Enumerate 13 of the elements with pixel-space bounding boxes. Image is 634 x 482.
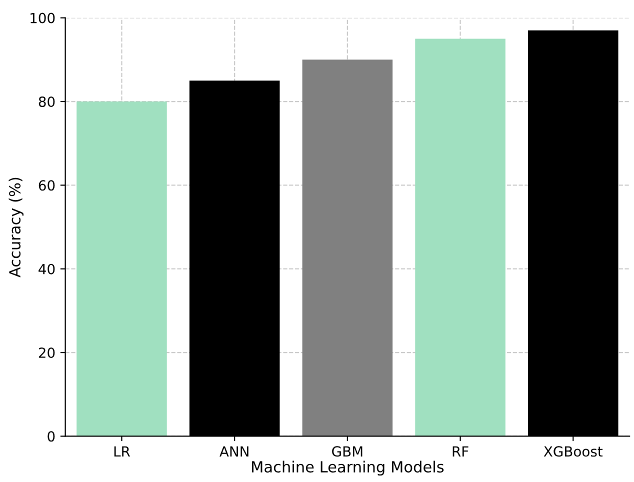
y-axis-title: Accuracy (%) [8, 178, 24, 278]
x-tick-label: XGBoost [544, 446, 603, 457]
x-axis-title: Machine Learning Models [252, 460, 444, 476]
y-tick-label: 0 [48, 431, 55, 442]
y-tick-label: 40 [38, 264, 55, 274]
x-tick-label: LR [114, 446, 130, 456]
x-tick-label: RF [452, 446, 468, 456]
y-tick-label: 100 [30, 12, 55, 24]
y-tick-label: 80 [38, 96, 55, 107]
x-tick-label: ANN [220, 446, 248, 456]
x-tick-label: GBM [332, 446, 362, 457]
y-tick-label: 20 [38, 348, 55, 358]
y-tick-label: 60 [38, 180, 55, 191]
